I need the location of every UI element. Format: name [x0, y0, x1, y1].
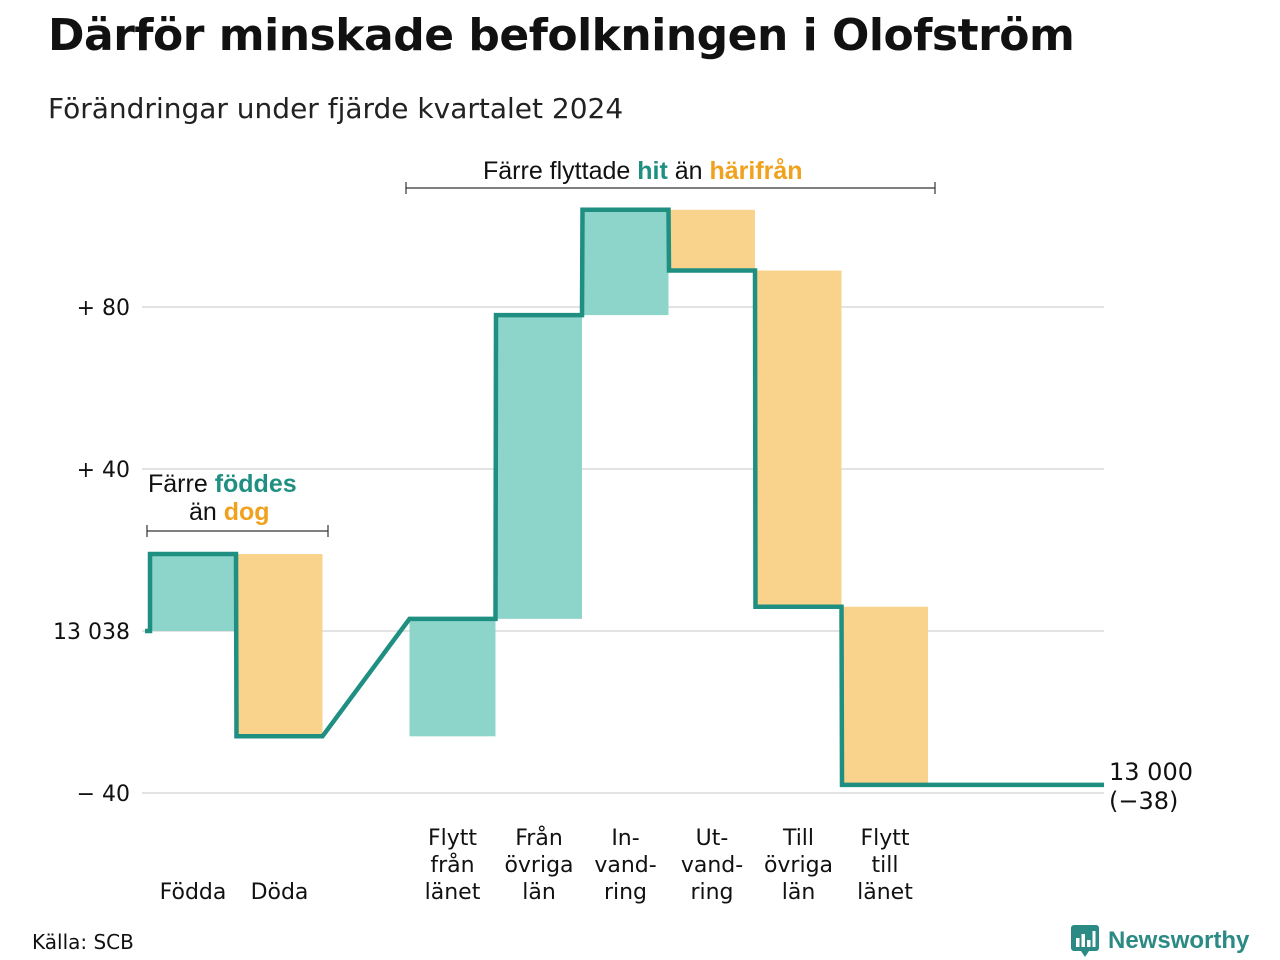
ann-left-mid: än: [189, 498, 217, 526]
cumulative-path: [145, 207, 1104, 788]
source-label: Källa: SCB: [32, 930, 134, 954]
category-label: Döda: [251, 880, 309, 905]
end-change-label: (−38): [1109, 787, 1178, 815]
bar-decrease: [842, 606, 928, 785]
ann-top-mid: än: [675, 157, 703, 185]
y-tick-label: + 80: [77, 296, 130, 321]
ann-left-key2: dog: [224, 498, 270, 526]
ann-left-prefix: Färre: [148, 470, 208, 498]
category-label: län: [522, 880, 556, 905]
newsworthy-logo-icon: [1071, 925, 1099, 957]
bar-decrease: [669, 209, 755, 271]
end-population-label: 13 000: [1109, 758, 1193, 786]
category-label: Från: [515, 825, 563, 851]
annotation-migration: Färre flyttade hit än härifrån: [405, 157, 936, 194]
ann-top-prefix: Färre flyttade: [483, 157, 630, 185]
category-label: vand-: [594, 853, 656, 878]
ann-top-key1: hit: [637, 157, 668, 185]
category-label: från: [430, 852, 474, 878]
ann-top-key2: härifrån: [710, 157, 803, 185]
svg-text:Färre flyttade hit än härifrån: Färre flyttade hit än härifrån: [483, 157, 803, 185]
category-label: länet: [857, 880, 913, 905]
svg-text:Färre föddes: Färre föddes: [148, 470, 297, 498]
bar-increase: [582, 209, 669, 316]
category-label: länet: [425, 880, 481, 905]
bars: [150, 209, 928, 785]
category-label: Till: [782, 826, 814, 851]
category-label: In-: [611, 826, 639, 851]
svg-text:än dog: än dog: [189, 498, 270, 526]
chart-title: Därför minskade befolkningen i Olofström: [48, 10, 1075, 61]
cumulative-line: [145, 207, 1104, 788]
category-label: övriga: [504, 853, 573, 878]
category-labels: Födda DödaFlyttfrånlänetFrånövrigalänIn-v…: [160, 825, 914, 905]
category-label: län: [782, 880, 816, 905]
bar-increase: [150, 554, 236, 631]
y-tick-label: − 40: [77, 782, 130, 807]
brand-name: Newsworthy: [1108, 927, 1250, 954]
category-label: ring: [690, 880, 733, 905]
category-label: Flytt: [860, 826, 909, 851]
newsworthy-logo: Newsworthy: [1070, 924, 1249, 958]
category-label: till: [872, 853, 899, 878]
category-label: Födda: [160, 880, 227, 905]
y-axis-ticks: + 80 + 40 13 038 − 40: [53, 296, 130, 807]
y-tick-label: 13 038: [53, 620, 130, 645]
bar-decrease: [236, 554, 323, 737]
category-label: Ut-: [696, 826, 729, 851]
bar-increase: [409, 618, 496, 737]
annotation-births-deaths: Färre föddes än dog: [146, 470, 329, 537]
bar-decrease: [755, 270, 842, 607]
category-label: Flytt: [428, 826, 477, 851]
ann-left-key1: föddes: [215, 470, 297, 498]
y-tick-label: + 40: [77, 458, 130, 483]
category-label: ring: [604, 880, 647, 905]
category-label: vand-: [681, 853, 743, 878]
chart-subtitle: Förändringar under fjärde kvartalet 2024: [48, 92, 624, 125]
bar-increase: [496, 315, 582, 619]
category-label: övriga: [764, 853, 833, 878]
